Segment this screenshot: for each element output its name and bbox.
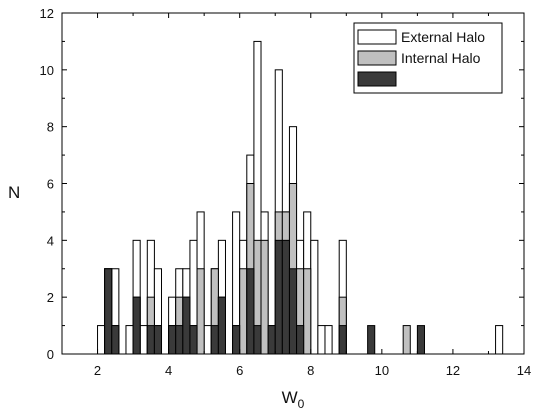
bar-dark-16 (281, 239, 290, 355)
bar-internal-16 (260, 239, 269, 355)
bar-dark-2 (132, 296, 141, 355)
legend-label-external: External Halo (401, 29, 485, 45)
bar-dark-15 (274, 239, 283, 355)
bar-dark-19 (338, 325, 347, 355)
x-axis-title-subscript: 0 (298, 397, 305, 410)
bar-dark-1 (111, 325, 120, 355)
bar-dark-13 (253, 325, 262, 355)
legend-label-internal: Internal Halo (401, 50, 481, 66)
y-axis-title: N (8, 183, 20, 202)
legend-swatch-internal (357, 50, 397, 66)
bar-external-29 (324, 325, 333, 355)
bar-dark-18 (296, 325, 305, 355)
bar-dark-14 (267, 325, 276, 355)
bar-external-27 (310, 239, 319, 355)
bar-internal-9 (196, 268, 205, 355)
y-axis-ticks: 0 2 4 6 8 10 12 (40, 6, 524, 362)
bar-internal-21 (303, 268, 312, 355)
bar-external-0 (97, 325, 106, 355)
bar-dark-20 (367, 325, 376, 355)
bar-dark-6 (175, 325, 184, 355)
bar-dark-0 (104, 268, 113, 355)
bar-dark-7 (182, 296, 191, 355)
bar-dark-5 (168, 325, 177, 355)
bar-dark-17 (288, 268, 298, 355)
bar-external-13 (203, 325, 212, 355)
legend-swatch-external (357, 29, 397, 45)
bar-dark-4 (153, 325, 163, 355)
bar-dark-10 (217, 296, 226, 355)
y-tick-label: 2 (47, 290, 54, 305)
bar-dark-3 (146, 325, 155, 355)
bar-dark-8 (189, 325, 198, 355)
bar-external-28 (317, 325, 326, 355)
y-tick-label: 8 (47, 120, 54, 135)
x-tick-label: 12 (446, 363, 460, 378)
bar-dark-11 (232, 325, 241, 355)
bar-external-3 (125, 325, 134, 355)
x-tick-label: 2 (94, 363, 101, 378)
bar-dark-9 (210, 325, 219, 355)
x-tick-label: 8 (307, 363, 314, 378)
y-tick-label: 6 (47, 177, 54, 192)
bar-external-5 (139, 325, 148, 355)
bar-external-31 (495, 325, 504, 355)
x-tick-label: 4 (165, 363, 172, 378)
bar-dark-12 (246, 268, 255, 355)
bar-dark-21 (416, 325, 425, 355)
x-tick-label: 6 (236, 363, 243, 378)
bar-internal-23 (402, 325, 411, 355)
histogram-bars (97, 40, 504, 355)
x-axis-ticks: 2 4 6 8 10 12 14 (61, 13, 531, 378)
legend: External Halo Internal Halo (353, 22, 503, 94)
x-axis-title-main: W (282, 388, 298, 407)
y-tick-label: 12 (40, 6, 54, 21)
y-tick-label: 0 (47, 347, 54, 362)
y-tick-label: 4 (47, 233, 54, 248)
legend-swatch-dark (357, 71, 397, 87)
x-tick-label: 10 (375, 363, 389, 378)
x-tick-label: 14 (517, 363, 531, 378)
y-tick-label: 10 (40, 63, 54, 78)
x-axis-title: W0 (282, 388, 305, 410)
bar-internal-13 (239, 268, 248, 355)
